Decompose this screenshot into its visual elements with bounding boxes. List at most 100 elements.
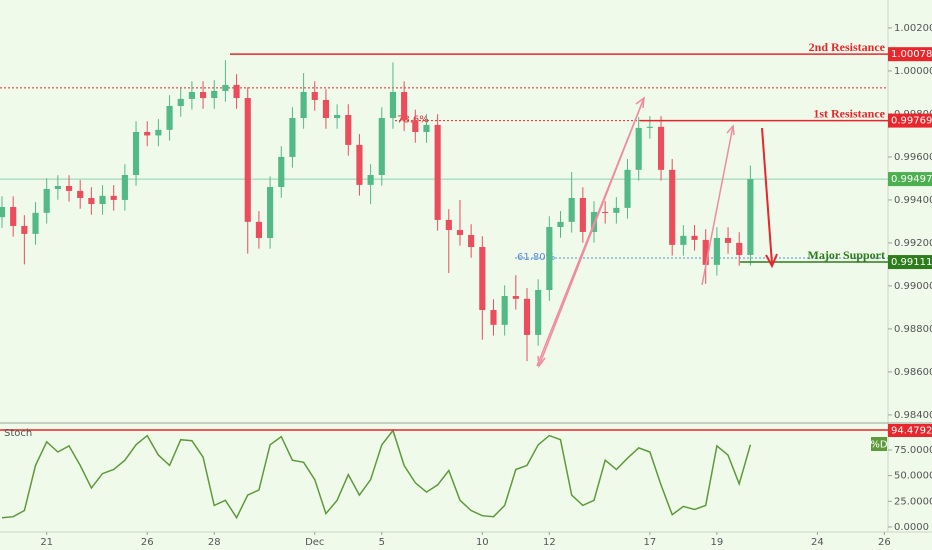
y-tick-label: 0.99000 — [894, 281, 932, 292]
candle-body — [646, 126, 653, 128]
candle-body — [747, 179, 754, 255]
level-label: Major Support — [808, 248, 885, 262]
x-tick-label: 26 — [141, 537, 154, 548]
arrow-head — [765, 253, 778, 269]
y-tick-label: 0.98400 — [894, 410, 932, 421]
price-tag-label: 0.99497 — [891, 174, 932, 185]
indicator-title: Stoch — [4, 428, 32, 439]
candle-body — [724, 237, 732, 243]
y-tick-label: 1.00000 — [894, 66, 932, 77]
candle-body — [568, 197, 575, 222]
fib-label: 78.6% — [397, 115, 429, 126]
y-tick-label: 0.98600 — [894, 367, 932, 378]
candle-body — [624, 169, 631, 208]
projection-arrow — [761, 127, 773, 265]
candle-body — [144, 131, 151, 136]
candle-body — [222, 84, 229, 91]
price-tag-label: 94.4792 — [891, 425, 932, 436]
x-tick-label: 5 — [379, 537, 385, 548]
arrow-head — [726, 124, 735, 136]
candle-body — [166, 105, 173, 130]
candle-body — [691, 235, 698, 240]
stoch-line — [1, 428, 752, 520]
candle-body — [613, 207, 620, 213]
candle-body — [367, 174, 374, 185]
candle-body — [211, 90, 218, 99]
candle-body — [10, 207, 17, 226]
candle-body — [702, 239, 709, 265]
y-tick-label: 0.99400 — [894, 195, 932, 206]
candle-body — [546, 227, 553, 291]
candle-body — [334, 115, 341, 119]
candle-body — [188, 92, 195, 99]
candle-body — [21, 225, 28, 234]
x-tick-label: 24 — [811, 537, 824, 548]
projection — [761, 127, 778, 269]
candle-body — [65, 185, 73, 191]
candle-body — [177, 98, 184, 106]
trend-arrow — [701, 125, 734, 286]
legend-swatch — [871, 437, 887, 451]
candle-body — [736, 242, 743, 255]
x-tick-label: 26 — [878, 537, 891, 548]
y-tick-label: 1.00200 — [894, 23, 932, 34]
y-tick-label: 0.99200 — [894, 238, 932, 249]
candle-body — [54, 185, 61, 189]
candle-body — [289, 118, 296, 157]
candle-body — [635, 127, 642, 170]
legend-label: %D — [870, 440, 888, 451]
price-tag-label: 0.99769 — [891, 116, 932, 127]
candle-body — [657, 126, 665, 170]
candle-body — [155, 129, 162, 136]
price-tag — [888, 113, 932, 128]
candle-body — [255, 221, 262, 238]
candle-body — [389, 92, 397, 119]
x-tick-label: 12 — [543, 537, 556, 548]
candle-body — [300, 92, 307, 119]
candle-body — [412, 120, 419, 132]
candle-body — [434, 124, 441, 220]
candle-body — [401, 92, 408, 121]
candle-body — [523, 298, 531, 335]
candle-body — [88, 197, 95, 205]
candle-body — [267, 187, 274, 238]
candle-body — [456, 230, 464, 235]
candle-body — [490, 309, 497, 325]
price-tag — [888, 172, 932, 187]
candle-body — [244, 98, 251, 222]
price-tag — [888, 47, 932, 62]
arrow-head — [537, 355, 546, 368]
candle-body — [378, 118, 385, 175]
candle-body — [602, 211, 609, 213]
candle-body — [132, 131, 140, 175]
candle-body — [579, 197, 586, 232]
y-tick-label: 75.0000 — [894, 445, 932, 456]
y-tick-label: 0.99600 — [894, 152, 932, 163]
candle-body — [32, 212, 39, 234]
candle-body — [445, 219, 452, 231]
price-tag — [888, 423, 932, 437]
candle-body — [557, 221, 564, 228]
marks: 0.98400 0.98600 0.98800 0.99000 0.99200 0.994… — [0, 23, 932, 548]
candle-body — [99, 195, 106, 205]
x-tick-label: 17 — [643, 537, 656, 548]
candle-body — [423, 124, 430, 132]
candle-body — [535, 290, 542, 335]
candle-body — [43, 188, 50, 213]
y-tick-label: 0.98800 — [894, 324, 932, 335]
x-tick-label: 19 — [711, 537, 724, 548]
candle-body — [311, 92, 318, 100]
candle-body — [713, 237, 720, 265]
candle-body — [680, 235, 687, 245]
price-tag — [888, 255, 932, 270]
trend-arrow — [538, 97, 645, 367]
y-tick-label: 25.0000 — [894, 496, 932, 507]
candle-body — [0, 207, 6, 218]
candle-body — [110, 195, 117, 200]
candle-body — [468, 234, 475, 248]
y-tick-label: 50.0000 — [894, 471, 932, 482]
candle-body — [512, 296, 519, 299]
candle-body — [199, 92, 207, 99]
candle-body — [356, 144, 363, 185]
